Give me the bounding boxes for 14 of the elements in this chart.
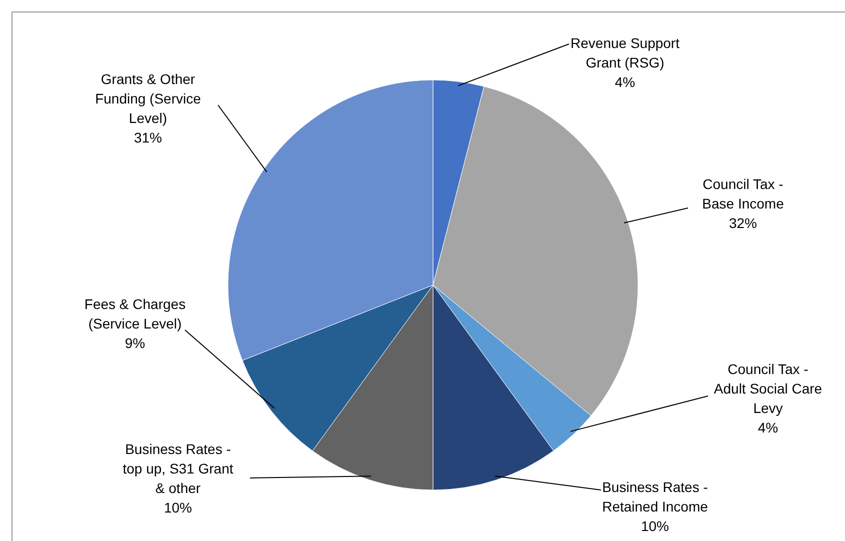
data-label: 10% [164,500,192,516]
slice-label: Council Tax - Adult Social Care Levy [714,361,822,416]
slice-label: Council Tax - Base Income [702,176,784,212]
slice-label: Grants & Other Funding (Service Level) [95,71,202,126]
data-label: 4% [758,420,778,436]
data-label: 10% [640,518,670,534]
data-label: 4% [614,74,636,90]
data-label: 31% [134,130,162,146]
slice-label: Business Rates - Retained Income [602,479,708,514]
slice-label: Business Rates - top up, S31 Grant & other [122,441,234,496]
slice-label: Revenue Support Grant (RSG) [570,35,680,70]
slice-label: Fees & Charges (Service Level) [84,296,186,332]
data-label: 9% [124,335,146,351]
data-label: 32% [728,215,758,231]
